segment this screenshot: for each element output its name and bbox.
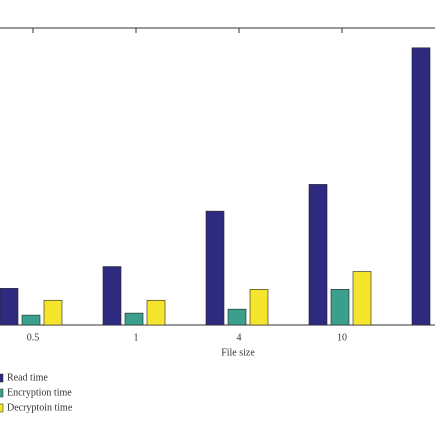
bar (352, 271, 372, 326)
x-tick-label: 10 (337, 332, 347, 343)
legend-label: Encryption time (7, 387, 72, 398)
x-tick-label: 1 (134, 332, 139, 343)
bar (205, 210, 225, 326)
legend-label: Read time (7, 372, 48, 383)
bar (330, 289, 350, 326)
bar (308, 184, 328, 326)
x-axis-label: File size (221, 347, 255, 358)
legend-swatch (0, 388, 4, 398)
x-tick-label: 0.5 (27, 332, 40, 343)
bar (43, 299, 63, 326)
bar (124, 312, 144, 326)
legend-swatch (0, 373, 4, 383)
bar (102, 266, 122, 326)
bar (0, 288, 19, 326)
bar (227, 308, 247, 326)
bar (21, 314, 41, 326)
bar (411, 47, 431, 326)
bar (146, 299, 166, 326)
legend-label: Decryptoin time (7, 402, 73, 413)
bar (249, 289, 269, 326)
legend-swatch (0, 403, 4, 413)
x-tick-label: 4 (237, 332, 242, 343)
